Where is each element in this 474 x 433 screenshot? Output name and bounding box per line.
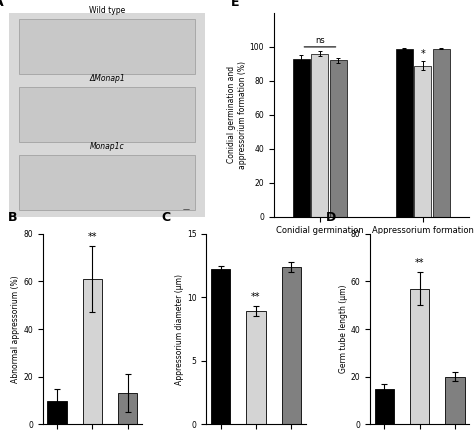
Text: E: E xyxy=(230,0,239,9)
Text: A: A xyxy=(0,0,3,9)
Bar xyxy=(47,401,67,424)
Bar xyxy=(410,288,429,424)
Text: ns: ns xyxy=(315,36,325,45)
Y-axis label: Appressorium diameter (μm): Appressorium diameter (μm) xyxy=(175,274,184,385)
Bar xyxy=(374,389,394,424)
Y-axis label: Abnormal appressorium (%): Abnormal appressorium (%) xyxy=(11,275,20,383)
Text: —: — xyxy=(182,207,190,213)
Bar xyxy=(282,267,301,424)
Text: Monap1c: Monap1c xyxy=(90,142,125,151)
Text: D: D xyxy=(326,211,336,224)
Bar xyxy=(433,48,450,217)
Bar xyxy=(293,59,310,216)
Bar xyxy=(311,54,328,216)
Text: C: C xyxy=(162,211,171,224)
Bar xyxy=(19,155,195,210)
Text: B: B xyxy=(8,211,18,224)
Bar xyxy=(330,61,347,216)
Text: **: ** xyxy=(251,292,261,302)
Bar xyxy=(19,87,195,142)
Y-axis label: Germ tube length (μm): Germ tube length (μm) xyxy=(339,285,348,373)
Text: **: ** xyxy=(415,259,424,268)
Bar xyxy=(211,269,230,424)
Text: **: ** xyxy=(88,232,97,242)
Bar xyxy=(414,65,431,216)
Bar xyxy=(82,279,102,424)
Bar xyxy=(118,393,137,424)
Text: *: * xyxy=(420,49,425,59)
Bar xyxy=(246,311,266,424)
Text: ΔMonap1: ΔMonap1 xyxy=(90,74,125,83)
Text: Wild type: Wild type xyxy=(89,6,126,15)
Bar xyxy=(396,48,413,217)
Bar xyxy=(19,19,195,74)
Bar xyxy=(445,377,465,424)
Y-axis label: Conidial germination and
appressorium formation (%): Conidial germination and appressorium fo… xyxy=(227,61,246,169)
